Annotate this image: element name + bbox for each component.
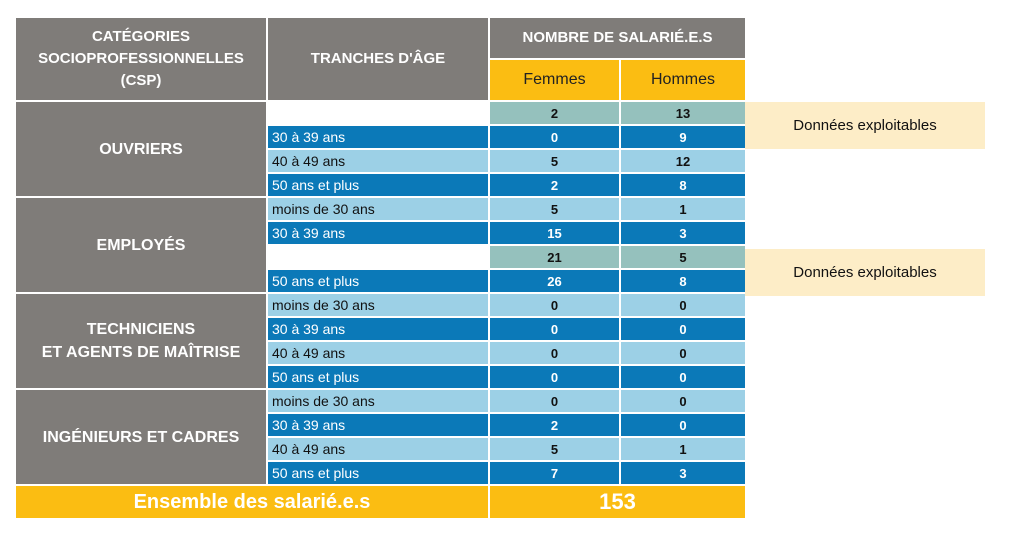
age-range-cell: 50 ans et plus: [266, 364, 490, 390]
men-count-cell: 8: [619, 268, 747, 294]
women-count-cell: 2: [488, 172, 621, 198]
age-range-cell: moins de 30 ans: [266, 388, 490, 414]
header-women: Femmes: [488, 58, 621, 102]
men-count-cell: 8: [619, 172, 747, 198]
age-range-cell: 30 à 39 ans: [266, 412, 490, 438]
category-label: INGÉNIEURS ET CADRES: [14, 388, 268, 486]
table-row: EMPLOYÉS moins de 30 ans 5 1: [14, 196, 747, 294]
table-row: 50 ans et plus 0 0: [15, 364, 747, 390]
women-count-cell: 0: [488, 124, 621, 150]
age-range-cell: moins de 30 ans: [266, 292, 490, 318]
men-count-cell: 3: [619, 220, 747, 246]
men-count-cell: 12: [619, 148, 747, 174]
table-row: 40 à 49 ans 0 0: [15, 340, 747, 366]
table-row: TECHNICIENS ET AGENTS DE MAÎTRISE moins d…: [14, 292, 747, 390]
table-row: 30 à 39 ans 0 0: [15, 316, 747, 342]
note-exploitable-2: Données exploitables: [745, 249, 985, 296]
men-count-cell: 13: [619, 100, 747, 126]
table-row: 40 à 49 ans 5 1: [15, 436, 747, 462]
table-row: 50 ans et plus 26 8: [15, 268, 747, 294]
women-count-cell: 0: [488, 364, 621, 390]
women-count-cell: 2: [488, 412, 621, 438]
table-row: 50 ans et plus 2 8: [15, 172, 747, 198]
men-count-cell: 0: [619, 388, 747, 414]
table-row: 30 à 39 ans 2 0: [15, 412, 747, 438]
category-label: TECHNICIENS ET AGENTS DE MAÎTRISE: [14, 292, 268, 390]
employee-table: CATÉGORIES SOCIOPROFESSIONNELLES (CSP) T…: [14, 16, 747, 520]
table-row: 40 à 49 ans 21 5: [15, 244, 747, 270]
age-range-cell: moins de 30 ans: [266, 196, 490, 222]
age-range-cell: 50 ans et plus: [266, 172, 490, 198]
women-count-cell: 5: [488, 148, 621, 174]
table-row: 30 à 39 ans 15 3: [15, 220, 747, 246]
men-count-cell: 9: [619, 124, 747, 150]
women-count-cell: 5: [488, 436, 621, 462]
women-count-cell: 7: [488, 460, 621, 486]
note-exploitable-1: Données exploitables: [745, 102, 985, 149]
women-count-cell: 0: [488, 292, 621, 318]
men-count-cell: 0: [619, 292, 747, 318]
age-range-cell: 50 ans et plus: [266, 460, 490, 486]
total-value: 153: [488, 484, 747, 520]
age-range-cell: 40 à 49 ans: [266, 244, 490, 270]
age-range-cell: 30 à 39 ans: [266, 316, 490, 342]
age-range-cell: 50 ans et plus: [266, 268, 490, 294]
women-count-cell: 15: [488, 220, 621, 246]
age-range-cell: 30 à 39 ans: [266, 124, 490, 150]
category-label: EMPLOYÉS: [14, 196, 268, 294]
women-count-cell: 0: [488, 316, 621, 342]
table-row: INGÉNIEURS ET CADRES moins de 30 ans 0 0: [14, 388, 747, 486]
women-count-cell: 0: [488, 388, 621, 414]
header-csp: CATÉGORIES SOCIOPROFESSIONNELLES (CSP): [14, 16, 268, 102]
age-range-cell: 40 à 49 ans: [266, 340, 490, 366]
header-men: Hommes: [619, 58, 747, 102]
table-row: 50 ans et plus 7 3: [15, 460, 747, 486]
age-range-cell: 40 à 49 ans: [266, 148, 490, 174]
age-range-cell: moins de 30 ans: [266, 100, 490, 126]
men-count-cell: 0: [619, 316, 747, 342]
table-row: 30 à 39 ans 0 9: [15, 124, 747, 150]
women-count-cell: 0: [488, 340, 621, 366]
men-count-cell: 0: [619, 364, 747, 390]
men-count-cell: 1: [619, 436, 747, 462]
men-count-cell: 0: [619, 340, 747, 366]
women-count-cell: 2: [488, 100, 621, 126]
women-count-cell: 5: [488, 196, 621, 222]
age-range-cell: 30 à 39 ans: [266, 220, 490, 246]
men-count-cell: 3: [619, 460, 747, 486]
men-count-cell: 5: [619, 244, 747, 270]
header-age-ranges: TRANCHES D'ÂGE: [266, 16, 490, 102]
table-row: 40 à 49 ans 5 12: [15, 148, 747, 174]
total-row: Ensemble des salarié.e.s 153: [14, 484, 747, 520]
men-count-cell: 0: [619, 412, 747, 438]
table-row: OUVRIERS moins de 30 ans 2 13: [14, 100, 747, 198]
category-label: OUVRIERS: [14, 100, 268, 198]
women-count-cell: 26: [488, 268, 621, 294]
header-employee-count: NOMBRE DE SALARIÉ.E.S: [488, 16, 747, 60]
total-label: Ensemble des salarié.e.s: [14, 484, 490, 520]
women-count-cell: 21: [488, 244, 621, 270]
age-range-cell: 40 à 49 ans: [266, 436, 490, 462]
men-count-cell: 1: [619, 196, 747, 222]
